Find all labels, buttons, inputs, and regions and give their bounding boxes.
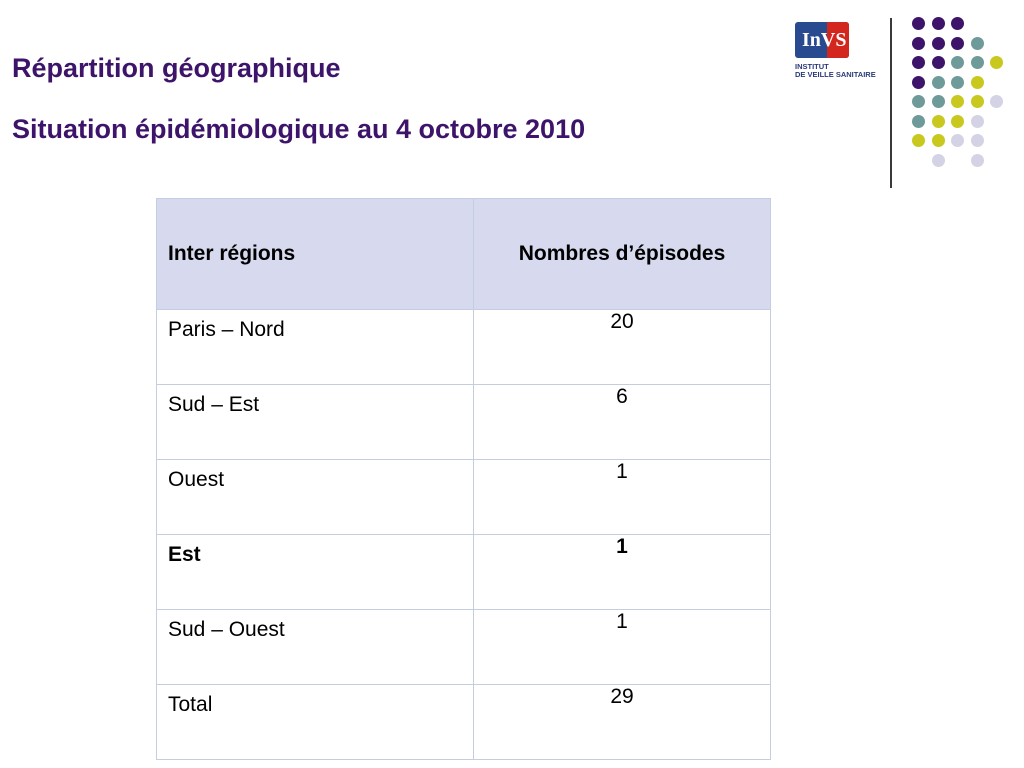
- logo-badge: InVS: [795, 22, 849, 58]
- region-cell: Ouest: [156, 459, 474, 535]
- column-header-count: Nombres d’épisodes: [473, 198, 771, 310]
- table-row: Ouest 1: [156, 459, 771, 535]
- yellow-dot: [931, 114, 945, 128]
- purple-dot: [931, 17, 945, 30]
- lavender-dot: [970, 114, 984, 128]
- lavender-dot: [990, 95, 1003, 108]
- yellow-dot: [951, 95, 964, 108]
- purple-dot: [951, 17, 964, 30]
- table-row: Sud – Ouest 1: [156, 609, 771, 685]
- purple-dot: [912, 36, 925, 50]
- yellow-dot: [970, 75, 984, 89]
- purple-dot: [912, 56, 925, 69]
- count-cell: 20: [473, 309, 771, 385]
- table-row: Sud – Est 6: [156, 384, 771, 460]
- page-title: Répartition géographique: [12, 53, 341, 83]
- lavender-dot: [970, 134, 984, 147]
- logo-mark: InVS: [802, 29, 847, 51]
- column-header-region: Inter régions: [156, 198, 474, 310]
- teal-dot: [951, 56, 964, 69]
- purple-dot: [912, 17, 925, 30]
- count-cell: 1: [473, 534, 771, 610]
- teal-dot: [912, 95, 925, 108]
- purple-dot: [931, 56, 945, 69]
- logo-caption-line1: INSTITUT: [795, 62, 829, 71]
- purple-dot: [951, 36, 964, 50]
- lavender-dot: [951, 134, 964, 147]
- count-cell: 1: [473, 609, 771, 685]
- lavender-dot: [970, 153, 984, 167]
- table-header-row: Inter régions Nombres d’épisodes: [156, 198, 771, 310]
- table-row: Total 29: [156, 684, 771, 760]
- teal-dot: [931, 75, 945, 89]
- count-cell: 29: [473, 684, 771, 760]
- region-cell: Sud – Est: [156, 384, 474, 460]
- count-cell: 6: [473, 384, 771, 460]
- purple-dot: [912, 75, 925, 89]
- logo-caption: INSTITUT DE VEILLE SANITAIRE: [795, 63, 885, 79]
- yellow-dot: [912, 134, 925, 147]
- region-cell: Est: [156, 534, 474, 610]
- page-subtitle: Situation épidémiologique au 4 octobre 2…: [12, 114, 586, 144]
- invs-logo: InVS INSTITUT DE VEILLE SANITAIRE: [795, 22, 879, 80]
- header-divider: [890, 18, 892, 188]
- logo-badge-red-panel: [827, 22, 849, 58]
- teal-dot: [912, 114, 925, 128]
- teal-dot: [931, 95, 945, 108]
- decorative-dot-grid: [912, 17, 1008, 167]
- teal-dot: [951, 75, 964, 89]
- yellow-dot: [951, 114, 964, 128]
- lavender-dot: [931, 153, 945, 167]
- region-cell: Total: [156, 684, 474, 760]
- purple-dot: [931, 36, 945, 50]
- count-cell: 1: [473, 459, 771, 535]
- teal-dot: [970, 36, 984, 50]
- table-row: Est 1: [156, 534, 771, 610]
- logo-caption-line2: DE VEILLE SANITAIRE: [795, 70, 876, 79]
- teal-dot: [970, 56, 984, 69]
- yellow-dot: [990, 56, 1003, 69]
- yellow-dot: [931, 134, 945, 147]
- table-row: Paris – Nord 20: [156, 309, 771, 385]
- episodes-table: Inter régions Nombres d’épisodes Paris –…: [156, 198, 771, 760]
- yellow-dot: [970, 95, 984, 108]
- region-cell: Sud – Ouest: [156, 609, 474, 685]
- region-cell: Paris – Nord: [156, 309, 474, 385]
